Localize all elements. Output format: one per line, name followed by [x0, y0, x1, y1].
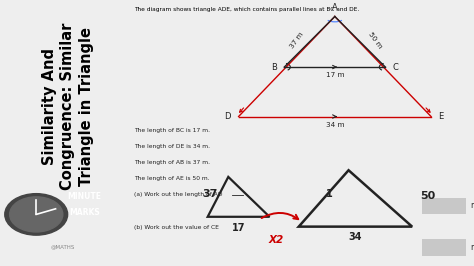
Text: The length of AB is 37 m.: The length of AB is 37 m.: [134, 160, 210, 165]
Text: m: m: [471, 201, 474, 210]
Text: (b) Work out the value of CE: (b) Work out the value of CE: [134, 225, 219, 230]
Text: 50 m: 50 m: [368, 31, 383, 50]
Text: @MATHS: @MATHS: [51, 244, 75, 249]
Text: 50: 50: [419, 191, 435, 201]
Text: 37 m: 37 m: [289, 31, 304, 50]
Text: 34: 34: [349, 232, 362, 243]
Bar: [422, 198, 466, 214]
Text: MINUTE: MINUTE: [68, 192, 101, 201]
Text: 34 m: 34 m: [326, 122, 344, 128]
Text: E: E: [438, 112, 444, 121]
Text: The length of DE is 34 m.: The length of DE is 34 m.: [134, 144, 210, 149]
Text: (a) Work out the length of AD: (a) Work out the length of AD: [134, 192, 222, 197]
Text: 17 m: 17 m: [326, 72, 344, 78]
Text: D: D: [225, 112, 231, 121]
Text: MARKS: MARKS: [69, 208, 100, 217]
Circle shape: [5, 194, 68, 235]
Text: A: A: [332, 3, 337, 12]
Text: 17: 17: [232, 223, 246, 233]
Text: The length of BC is 17 m.: The length of BC is 17 m.: [134, 128, 210, 133]
Bar: [422, 239, 466, 256]
Text: The diagram shows triangle ADE, which contains parallel lines at BC and DE.: The diagram shows triangle ADE, which co…: [134, 7, 359, 12]
Text: 1: 1: [326, 189, 333, 200]
Text: C: C: [393, 63, 399, 72]
Text: m: m: [471, 243, 474, 252]
Text: X2: X2: [269, 235, 284, 245]
Text: Similarity And
Congruence: Similar
Triangle in Triangle: Similarity And Congruence: Similar Trian…: [42, 23, 94, 190]
Text: 37: 37: [203, 189, 218, 199]
Text: B: B: [271, 63, 277, 72]
Text: The length of AE is 50 m.: The length of AE is 50 m.: [134, 176, 210, 181]
Circle shape: [9, 197, 63, 232]
